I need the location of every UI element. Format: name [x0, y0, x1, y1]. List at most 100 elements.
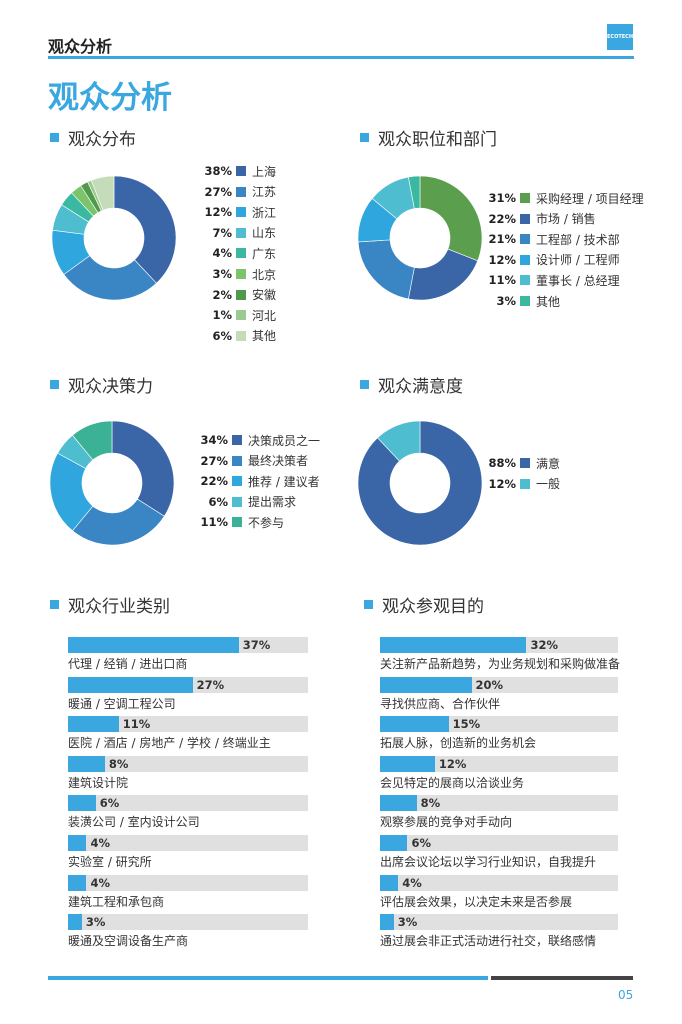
bar-fill — [380, 874, 399, 891]
legend-label: 北京 — [252, 267, 277, 282]
bar-track: 6% — [68, 795, 308, 812]
legend-label: 浙江 — [252, 205, 277, 220]
legend-item: 22% 市场 / 销售 — [484, 209, 596, 229]
legend-label: 设计师 / 工程师 — [536, 253, 620, 268]
legend-percent: 12% — [204, 205, 232, 220]
legend-percent: 1% — [212, 308, 232, 323]
legend-percent: 27% — [204, 184, 232, 199]
donut-slice — [357, 420, 483, 546]
bar-fill — [68, 795, 96, 812]
bar-value: 4% — [90, 875, 110, 890]
legend-swatch — [520, 275, 530, 286]
bar-fill — [68, 716, 119, 733]
section-title-purpose: 观众参观目的 — [364, 592, 484, 617]
legend-item: 22% 推荐 / 建议者 — [196, 471, 319, 491]
legend-swatch — [232, 496, 242, 507]
legend-percent: 38% — [204, 164, 232, 178]
legend-swatch — [236, 166, 246, 176]
legend-item: 11% 董事长 / 总经理 — [484, 270, 619, 290]
legend-item: 6% 提出需求 — [196, 492, 296, 512]
bar-fill — [68, 835, 87, 851]
bar-track: 15% — [380, 716, 618, 733]
legend-label: 满意 — [536, 456, 561, 471]
bar-fill — [380, 835, 408, 851]
section-title-text: 观众满意度 — [378, 377, 463, 397]
bar-label: 通过展会非正式活动进行社交，联络感情 — [380, 934, 597, 949]
legend-swatch — [232, 517, 242, 528]
section-title-position: 观众职位和部门 — [360, 125, 497, 150]
bar-fill — [380, 755, 435, 772]
legend-label: 山东 — [252, 226, 277, 241]
legend-swatch — [232, 435, 242, 445]
legend-percent: 3% — [212, 267, 232, 281]
legend-percent: 22% — [200, 474, 228, 489]
legend-item: 27% 最终决策者 — [196, 451, 308, 471]
bar-fill — [380, 914, 394, 931]
bar-value: 20% — [475, 677, 504, 692]
bar-track: 8% — [68, 755, 308, 772]
legend-percent: 12% — [488, 252, 516, 267]
legend-percent: 21% — [488, 232, 516, 247]
legend-label: 最终决策者 — [248, 454, 309, 469]
bar-fill — [68, 874, 87, 891]
legend-label: 采购经理 / 项目经理 — [536, 191, 644, 206]
bar-track: 12% — [380, 755, 618, 772]
bar-label: 拓展人脉，创造新的业务机会 — [380, 736, 537, 751]
legend-swatch — [520, 234, 530, 245]
section-title-text: 观众决策力 — [68, 377, 153, 397]
legend-label: 其他 — [252, 329, 277, 344]
legend-item: 6% 其他 — [200, 326, 276, 346]
logo: ECOTECH — [607, 24, 633, 50]
bar-value: 6% — [99, 796, 120, 811]
legend-swatch — [520, 193, 530, 203]
legend-swatch — [236, 330, 246, 341]
square-bullet-icon — [360, 133, 369, 142]
legend-swatch — [520, 254, 530, 265]
legend-item: 12% 一般 — [484, 474, 560, 494]
bar-fill — [68, 676, 193, 693]
legend-item: 27% 江苏 — [200, 182, 276, 202]
bar-track: 32% — [380, 637, 618, 653]
bar-track: 27% — [68, 676, 308, 693]
bar-value: 6% — [411, 836, 431, 850]
legend-item: 11% 不参与 — [196, 512, 284, 532]
legend-label: 市场 / 销售 — [536, 212, 596, 227]
legend-percent: 12% — [488, 476, 516, 491]
bar-label: 暖通 / 空调工程公司 — [68, 696, 176, 711]
legend-item: 21% 工程部 / 技术部 — [484, 229, 619, 249]
bar-value: 32% — [530, 638, 558, 652]
section-title-text: 观众参观目的 — [382, 597, 484, 617]
bar-track: 8% — [380, 795, 618, 812]
bar-track: 4% — [380, 874, 618, 891]
legend-percent: 34% — [200, 433, 228, 447]
bar-label: 寻找供应商、合作伙伴 — [380, 696, 501, 711]
square-bullet-icon — [50, 380, 59, 389]
legend-percent: 6% — [208, 494, 228, 509]
bar-value: 8% — [420, 796, 441, 811]
legend-label: 一般 — [536, 477, 561, 492]
legend-item: 88% 满意 — [484, 453, 560, 473]
bar-label: 观察参展的竞争对手动向 — [380, 815, 513, 830]
square-bullet-icon — [364, 600, 373, 609]
bar-label: 装潢公司 / 室内设计公司 — [68, 815, 200, 830]
legend-item: 12% 浙江 — [200, 202, 276, 222]
section-title-distribution: 观众分布 — [50, 125, 136, 150]
bar-track: 37% — [68, 637, 308, 653]
bar-fill — [68, 914, 82, 931]
bar-value: 4% — [90, 836, 110, 850]
bar-label: 建筑设计院 — [68, 775, 129, 790]
donut-slice — [377, 420, 421, 462]
bar-label: 实验室 / 研究所 — [68, 855, 152, 869]
section-title-decision: 观众决策力 — [50, 372, 153, 397]
section-title-satisfaction: 观众满意度 — [360, 372, 463, 397]
bar-value: 8% — [108, 756, 129, 771]
legend-percent: 6% — [212, 328, 232, 343]
section-title-text: 观众职位和部门 — [378, 130, 497, 150]
legend-label: 江苏 — [252, 185, 277, 200]
donut-slice — [113, 175, 177, 284]
legend-percent: 2% — [212, 287, 232, 302]
donut-slice — [408, 175, 421, 209]
page-title: 观众分析 — [48, 80, 172, 116]
